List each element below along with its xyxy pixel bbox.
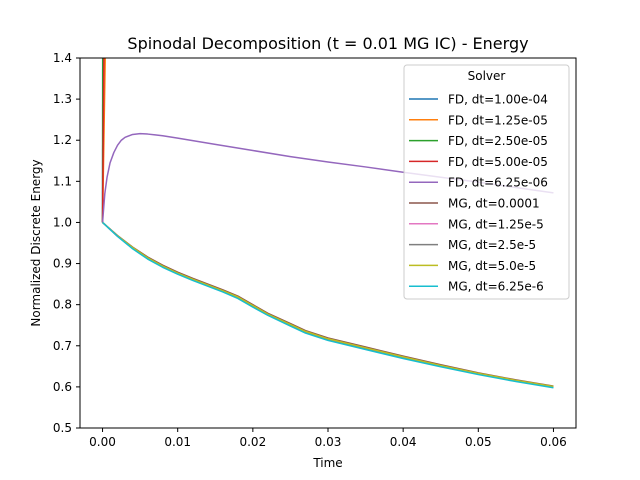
- series-layer: [101, 58, 554, 389]
- y-tick-label: 1.2: [53, 133, 72, 147]
- series-line-3: [101, 58, 105, 223]
- y-tick-label: 1.3: [53, 92, 72, 106]
- legend-entry-label: MG, dt=5.0e-5: [448, 259, 536, 273]
- legend-entry-label: MG, dt=1.25e-5: [448, 217, 544, 231]
- y-tick-label: 0.5: [53, 421, 72, 435]
- y-axis-label: Normalized Discrete Energy: [29, 159, 43, 326]
- x-tick-label: 0.00: [89, 435, 116, 449]
- legend-entry-label: FD, dt=2.50e-05: [448, 134, 548, 148]
- y-tick-label: 1.0: [53, 215, 72, 229]
- x-tick-label: 0.01: [164, 435, 191, 449]
- y-tick-label: 0.8: [53, 298, 72, 312]
- x-tick-label: 0.05: [465, 435, 492, 449]
- x-tick-label: 0.03: [315, 435, 342, 449]
- legend-box: [403, 64, 570, 300]
- x-axis-label: Time: [312, 456, 342, 470]
- legend-entry-label: FD, dt=1.25e-05: [448, 113, 548, 127]
- y-tick-label: 0.9: [53, 257, 72, 271]
- legend-entry-label: MG, dt=6.25e-6: [448, 280, 544, 294]
- y-axis: 0.5 0.6 0.7 0.8 0.9 1.0 1.1 1.2 1.3 1.4: [53, 51, 80, 435]
- legend-title: Solver: [468, 69, 506, 83]
- legend-entry-label: MG, dt=0.0001: [448, 197, 540, 211]
- legend-entry-label: FD, dt=5.00e-05: [448, 155, 548, 169]
- chart-title: Spinodal Decomposition (t = 0.01 MG IC) …: [127, 34, 528, 53]
- legend: Solver FD, dt=1.00e-04 FD, dt=1.25e-05 FD,…: [403, 64, 570, 300]
- series-line-9: [102, 221, 554, 389]
- y-tick-label: 1.1: [53, 174, 72, 188]
- y-tick-label: 0.6: [53, 380, 72, 394]
- y-tick-label: 0.7: [53, 339, 72, 353]
- x-tick-label: 0.04: [390, 435, 417, 449]
- series-line-8: [102, 221, 554, 388]
- legend-entry-label: FD, dt=6.25e-06: [448, 176, 548, 190]
- legend-entry-label: MG, dt=2.5e-5: [448, 238, 536, 252]
- x-axis: 0.00 0.01 0.02 0.03 0.04 0.05 0.06: [89, 428, 567, 449]
- x-tick-label: 0.02: [239, 435, 266, 449]
- x-tick-label: 0.06: [540, 435, 567, 449]
- legend-entry-label: FD, dt=1.00e-04: [448, 93, 548, 107]
- y-tick-label: 1.4: [53, 51, 72, 65]
